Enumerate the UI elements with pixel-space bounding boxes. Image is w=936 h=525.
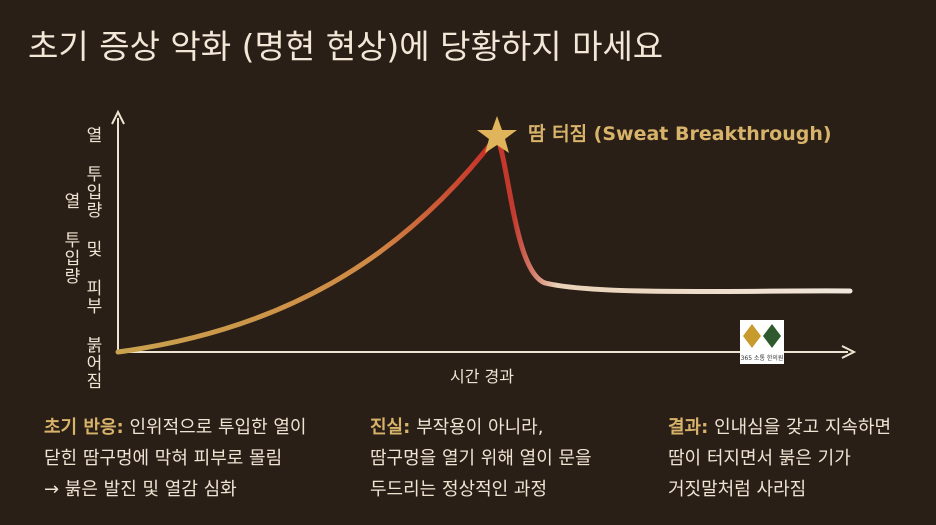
logo-shape [763, 324, 781, 348]
note-line: 인위적으로 투입한 열이 [129, 417, 307, 438]
title: 초기 증상 악화 (명현 현상)에 당황하지 마세요 [28, 27, 664, 66]
y-axis-label-short: 열 투입량 [60, 192, 80, 285]
note-line: 땀구멍을 열기 위해 열이 문을 [370, 448, 592, 469]
x-arrow [841, 345, 857, 359]
note-line: 인내심을 갖고 지속하면 [714, 417, 892, 438]
star [477, 116, 517, 153]
note-line: 땀이 터지면서 붉은 기가 [668, 448, 851, 469]
note-line: 거짓말처럼 사라짐 [668, 479, 807, 500]
logo [740, 320, 784, 364]
note-line: 부작용이 아니라, [416, 417, 544, 438]
note: 초기 반응: 인위적으로 투입한 열이 닫힌 땀구멍에 막혀 피부로 몰림 → … [44, 412, 307, 505]
note-heading: 초기 반응: [44, 417, 124, 438]
logo-shape [743, 324, 761, 348]
note-heading: 결과: [668, 417, 709, 438]
logo-text: 365 소통 한의원 [741, 354, 784, 362]
note-heading: 진실: [370, 417, 411, 438]
note: 결과: 인내심을 갖고 지속하면 땀이 터지면서 붉은 기가 거짓말처럼 사라짐 [668, 412, 891, 505]
x-axis-label: 시간 경과 [450, 367, 514, 386]
y-arrow [111, 109, 125, 125]
y-axis-label: 열 투입량 및 피부 붉어짐 [82, 126, 102, 390]
peak-label: 땀 터짐 (Sweat Breakthrough) [528, 123, 832, 145]
curve [115, 130, 853, 355]
note-line: → 붉은 발진 및 열감 심화 [44, 479, 237, 500]
note-line: 두드리는 정상적인 과정 [370, 479, 548, 500]
note: 진실: 부작용이 아니라, 땀구멍을 열기 위해 열이 문을 두드리는 정상적인… [370, 412, 592, 505]
note-line: 닫힌 땀구멍에 막혀 피부로 몰림 [44, 448, 283, 469]
